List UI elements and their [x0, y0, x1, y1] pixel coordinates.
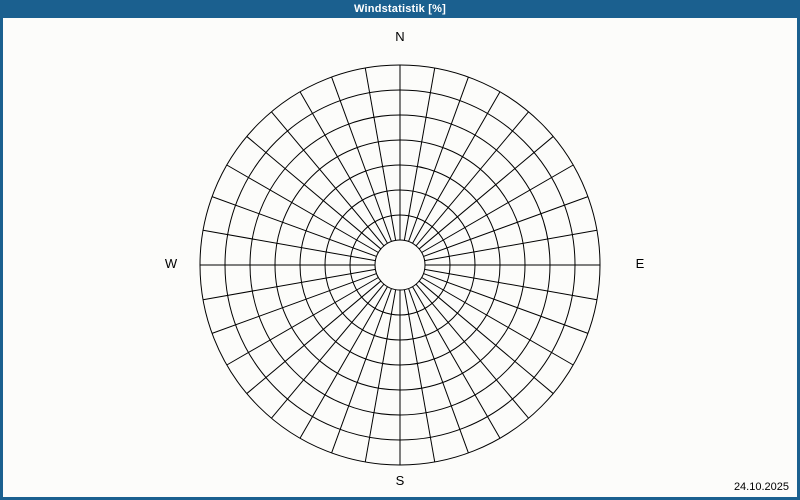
grid-spoke	[415, 111, 529, 247]
grid-spoke	[299, 286, 388, 439]
grid-spoke	[246, 136, 382, 250]
grid-spoke	[421, 277, 574, 366]
grid-spoke	[424, 268, 598, 301]
grid-spoke	[271, 283, 385, 419]
compass-label-east: E	[635, 256, 645, 271]
grid-spoke	[423, 196, 589, 257]
grid-spoke	[226, 277, 379, 366]
grid-spoke	[299, 91, 388, 244]
chart-canvas: N S W E 24.10.2025	[3, 18, 797, 497]
grid-spoke	[412, 286, 501, 439]
grid-spoke	[271, 111, 385, 247]
grid-spoke	[331, 76, 392, 242]
grid-spoke	[424, 229, 598, 262]
grid-spoke	[364, 289, 397, 463]
grid-spoke	[403, 67, 436, 241]
grid-spoke	[246, 280, 382, 394]
window-title: Windstatistik [%]	[0, 0, 800, 18]
grid-spoke	[418, 136, 554, 250]
grid-ring	[374, 239, 426, 291]
polar-grid-group	[199, 64, 601, 466]
grid-spoke	[331, 288, 392, 454]
grid-spoke	[412, 91, 501, 244]
grid-spoke	[226, 164, 379, 253]
grid-spoke	[211, 273, 377, 334]
grid-spoke	[415, 283, 529, 419]
grid-spoke	[418, 280, 554, 394]
grid-spoke	[202, 268, 376, 301]
grid-spoke	[408, 76, 469, 242]
grid-spoke	[421, 164, 574, 253]
grid-spoke	[408, 288, 469, 454]
compass-label-west: W	[164, 256, 178, 271]
wind-rose-grid	[199, 64, 601, 466]
grid-spoke	[423, 273, 589, 334]
compass-label-north: N	[395, 29, 405, 44]
grid-spoke	[403, 289, 436, 463]
compass-label-south: S	[395, 473, 405, 488]
grid-spoke	[202, 229, 376, 262]
grid-spoke	[364, 67, 397, 241]
date-stamp: 24.10.2025	[733, 481, 789, 493]
grid-spoke	[211, 196, 377, 257]
